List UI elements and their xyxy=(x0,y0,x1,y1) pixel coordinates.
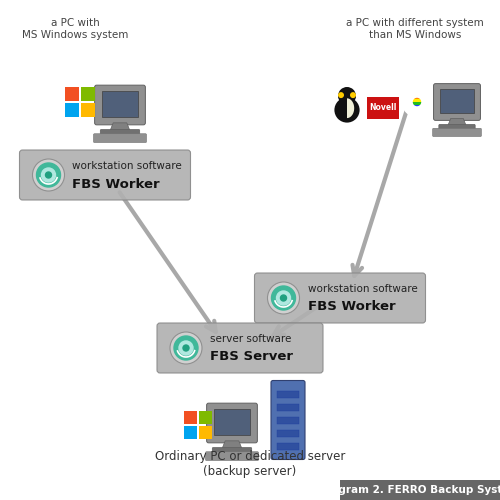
FancyBboxPatch shape xyxy=(277,404,299,410)
FancyBboxPatch shape xyxy=(199,411,212,424)
FancyBboxPatch shape xyxy=(439,124,475,130)
FancyBboxPatch shape xyxy=(65,103,79,117)
FancyBboxPatch shape xyxy=(184,411,197,424)
Circle shape xyxy=(276,291,290,305)
Circle shape xyxy=(183,345,189,351)
FancyBboxPatch shape xyxy=(277,430,299,436)
FancyBboxPatch shape xyxy=(440,89,474,113)
FancyBboxPatch shape xyxy=(277,442,299,450)
FancyBboxPatch shape xyxy=(408,105,426,108)
FancyBboxPatch shape xyxy=(206,452,258,460)
FancyBboxPatch shape xyxy=(81,87,95,101)
Circle shape xyxy=(36,163,60,187)
FancyBboxPatch shape xyxy=(408,96,426,98)
FancyBboxPatch shape xyxy=(277,390,299,398)
FancyBboxPatch shape xyxy=(20,150,190,200)
FancyBboxPatch shape xyxy=(184,426,197,439)
FancyBboxPatch shape xyxy=(367,97,399,119)
Circle shape xyxy=(334,98,359,122)
Text: Diagram 2. FERRO Backup System: Diagram 2. FERRO Backup System xyxy=(320,485,500,495)
Circle shape xyxy=(170,332,202,364)
FancyBboxPatch shape xyxy=(102,91,138,117)
FancyBboxPatch shape xyxy=(408,98,426,102)
Text: Ordinary PC or dedicated server
(backup server): Ordinary PC or dedicated server (backup … xyxy=(155,450,345,478)
Polygon shape xyxy=(347,98,354,118)
FancyBboxPatch shape xyxy=(65,87,79,101)
FancyBboxPatch shape xyxy=(408,102,426,105)
Text: Novell: Novell xyxy=(370,104,396,112)
FancyBboxPatch shape xyxy=(81,103,95,117)
FancyBboxPatch shape xyxy=(340,480,500,500)
FancyBboxPatch shape xyxy=(94,85,146,125)
Text: FBS Worker: FBS Worker xyxy=(308,300,395,314)
Circle shape xyxy=(32,159,64,191)
Circle shape xyxy=(350,92,356,98)
Circle shape xyxy=(338,87,356,105)
FancyBboxPatch shape xyxy=(199,426,212,439)
FancyBboxPatch shape xyxy=(94,134,146,142)
Text: workstation software: workstation software xyxy=(72,161,182,171)
FancyBboxPatch shape xyxy=(408,108,426,112)
FancyBboxPatch shape xyxy=(214,409,250,435)
Circle shape xyxy=(268,282,300,314)
Text: workstation software: workstation software xyxy=(308,284,417,294)
FancyBboxPatch shape xyxy=(277,416,299,424)
Text: a PC with
MS Windows system: a PC with MS Windows system xyxy=(22,18,128,40)
Text: a PC with different system
than MS Windows: a PC with different system than MS Windo… xyxy=(346,18,484,40)
Polygon shape xyxy=(222,441,242,450)
FancyBboxPatch shape xyxy=(408,92,426,96)
FancyBboxPatch shape xyxy=(157,323,323,373)
FancyBboxPatch shape xyxy=(271,380,305,460)
Circle shape xyxy=(338,92,344,98)
Circle shape xyxy=(272,286,295,310)
Polygon shape xyxy=(110,123,130,132)
Circle shape xyxy=(280,295,286,301)
FancyBboxPatch shape xyxy=(100,130,140,136)
Polygon shape xyxy=(448,118,466,126)
Text: server software: server software xyxy=(210,334,292,344)
Circle shape xyxy=(174,336,198,360)
Circle shape xyxy=(46,172,52,178)
FancyBboxPatch shape xyxy=(432,128,482,136)
FancyBboxPatch shape xyxy=(434,84,480,120)
Text: FBS Server: FBS Server xyxy=(210,350,293,364)
FancyBboxPatch shape xyxy=(212,448,252,454)
FancyBboxPatch shape xyxy=(206,403,258,443)
Circle shape xyxy=(42,168,56,182)
Text: FBS Worker: FBS Worker xyxy=(72,178,160,190)
FancyBboxPatch shape xyxy=(254,273,426,323)
Circle shape xyxy=(179,341,193,355)
